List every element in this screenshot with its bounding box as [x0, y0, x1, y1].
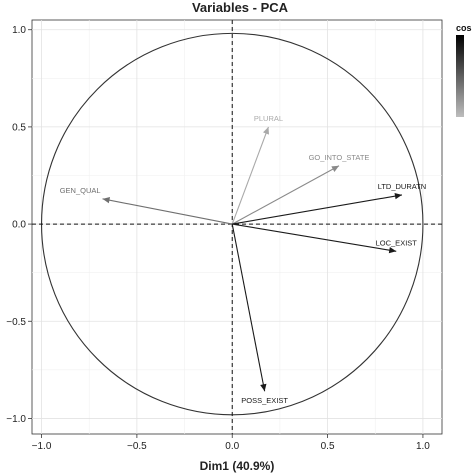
arrow-go-into-state — [231, 165, 340, 225]
chart-title: Variables - PCA — [192, 0, 289, 15]
arrow-ltd-duratn — [232, 194, 403, 225]
y-tick-label: 1.0 — [12, 25, 26, 36]
axis-ticks: −1.0 −0.5 0.0 0.5 1.0 −1.0 −0.5 0.0 0.5 1.0 — [6, 25, 430, 452]
y-tick-label: 0.0 — [12, 220, 26, 231]
y-tick-label: −1.0 — [6, 414, 26, 425]
arrowhead-gen-qual — [102, 197, 111, 204]
x-tick-label: −1.0 — [32, 441, 52, 452]
x-tick-label: 1.0 — [416, 441, 430, 452]
label-plural: PLURAL — [254, 114, 283, 123]
plot-area — [31, 19, 443, 435]
arrowhead-poss-exist — [260, 383, 267, 392]
arrow-plural — [231, 126, 269, 225]
arrow-gen-qual — [102, 198, 233, 225]
arrowhead-go-into-state — [331, 165, 340, 172]
x-tick-label: 0.0 — [225, 441, 239, 452]
arrowhead-plural — [263, 126, 270, 135]
legend: cos — [456, 23, 472, 117]
y-tick-label: −0.5 — [6, 317, 26, 328]
y-tick-label: 0.5 — [12, 122, 26, 133]
arrow-poss-exist — [231, 223, 266, 392]
arrowhead-loc-exist — [388, 246, 397, 254]
x-tick-label: 0.5 — [321, 441, 335, 452]
arrow-loc-exist — [232, 223, 397, 252]
variable-arrows: PLURAL GO_INTO_STATE LTD_DURATN GEN_QUAL LOC… — [60, 114, 426, 405]
label-loc-exist: LOC_EXIST — [376, 238, 418, 247]
label-poss-exist: POSS_EXIST — [241, 396, 288, 405]
label-go-into-state: GO_INTO_STATE — [309, 153, 370, 162]
label-gen-qual: GEN_QUAL — [60, 186, 101, 195]
legend-title: cos — [456, 23, 472, 33]
x-tick-label: −0.5 — [127, 441, 147, 452]
x-axis-label: Dim1 (40.9%) — [200, 459, 275, 473]
legend-color-bar — [456, 35, 464, 117]
zero-reference-lines — [32, 20, 442, 434]
label-ltd-duratn: LTD_DURATN — [378, 182, 426, 191]
arrowhead-ltd-duratn — [394, 192, 402, 200]
